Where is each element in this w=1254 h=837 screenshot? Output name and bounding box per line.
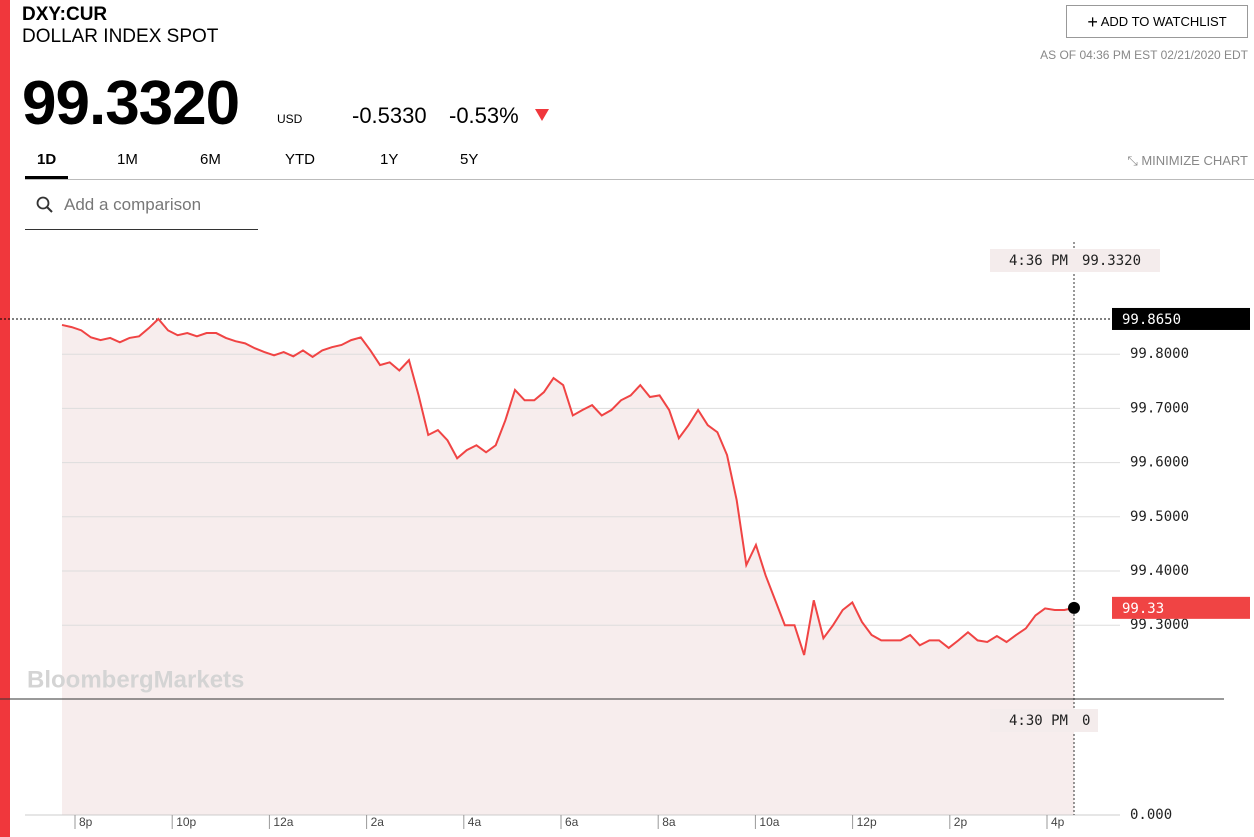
x-tick-label: 8a (662, 815, 676, 829)
last-point (1068, 601, 1080, 614)
accent-bar (0, 0, 10, 837)
range-tab[interactable]: 5Y (460, 151, 479, 168)
high-label: 99.8650 (1122, 312, 1181, 328)
crosshair-top-time: 4:36 PM (1009, 253, 1068, 269)
crosshair-bottom-box (990, 709, 1098, 732)
x-tick-label: 12p (857, 815, 877, 829)
range-tab[interactable]: 6M (200, 151, 221, 168)
as-of: AS OF 04:36 PM EST 02/21/2020 EDT (1040, 48, 1248, 62)
x-tick-label: 2p (954, 815, 968, 829)
range-tab[interactable]: YTD (285, 151, 315, 168)
high-box (1112, 307, 1250, 330)
crosshair-top-value: 99.3320 (1082, 253, 1141, 269)
price: 99.3320 (22, 69, 240, 138)
area (62, 318, 1074, 815)
search-placeholder: Add a comparison (64, 195, 202, 214)
watermark: BloombergMarkets (27, 666, 244, 693)
y-tick-label: 99.6000 (1130, 455, 1189, 471)
x-tick-label: 6a (565, 815, 579, 829)
watchlist-label: ADD TO WATCHLIST (1100, 14, 1227, 29)
x-tick-label: 10a (759, 815, 779, 829)
ticker: DXY:CUR (22, 4, 108, 25)
last-box (1112, 596, 1250, 619)
range-tab[interactable]: 1D (37, 151, 57, 168)
search-box[interactable]: Add a comparison (25, 190, 258, 230)
baseline-label: 0.000 (1130, 807, 1172, 823)
y-tick-label: 99.4000 (1130, 563, 1189, 579)
down-arrow (535, 109, 549, 121)
last-label: 99.33 (1122, 601, 1164, 617)
x-tick-label: 8p (79, 815, 93, 829)
index-name: DOLLAR INDEX SPOT (22, 26, 219, 47)
x-tick-label: 10p (176, 815, 196, 829)
currency: USD (277, 112, 303, 126)
tab-underline (25, 176, 68, 179)
y-tick-label: 99.7000 (1130, 400, 1189, 416)
x-tick-label: 4a (468, 815, 482, 829)
range-tab[interactable]: 1Y (380, 151, 399, 168)
range-tab[interactable]: 1M (117, 151, 138, 168)
crosshair-bottom-time: 4:30 PM (1009, 713, 1068, 729)
y-tick-label: 99.5000 (1130, 509, 1189, 525)
change: -0.5330 (352, 103, 427, 128)
minimize-chart[interactable]: ⤡ MINIMIZE CHART (1127, 153, 1248, 168)
watchlist-button[interactable]: + ADD TO WATCHLIST (1066, 5, 1248, 38)
change-pct: -0.53% (449, 103, 519, 128)
price-line (61, 317, 1075, 656)
y-tick-label: 99.8000 (1130, 346, 1189, 362)
crosshair-top-box (990, 249, 1160, 272)
divider (25, 179, 1254, 180)
x-tick-label: 4p (1051, 815, 1065, 829)
x-tick-label: 2a (371, 815, 385, 829)
crosshair-bottom-value: 0 (1082, 713, 1090, 729)
minimize-label: MINIMIZE CHART (1141, 153, 1248, 168)
x-tick-label: 12a (273, 815, 293, 829)
search-icon (36, 196, 53, 213)
y-tick-label: 99.3000 (1130, 617, 1189, 633)
